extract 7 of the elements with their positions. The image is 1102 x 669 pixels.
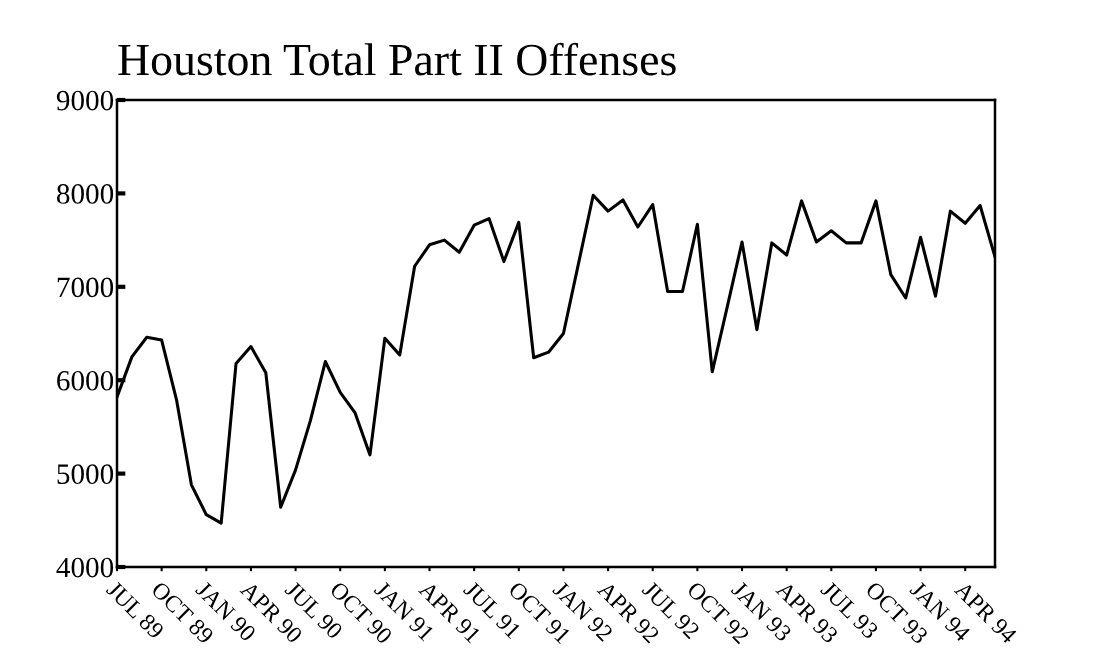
y-tick-label: 4000 <box>56 557 114 578</box>
y-tick-label: 6000 <box>57 370 114 391</box>
y-tick-label: 7000 <box>57 277 114 298</box>
y-tick-label: 9000 <box>56 90 114 111</box>
chart-title: Houston Total Part II Offenses <box>118 42 676 76</box>
y-tick-label: 5000 <box>57 464 114 485</box>
y-tick-label: 8000 <box>57 184 114 204</box>
